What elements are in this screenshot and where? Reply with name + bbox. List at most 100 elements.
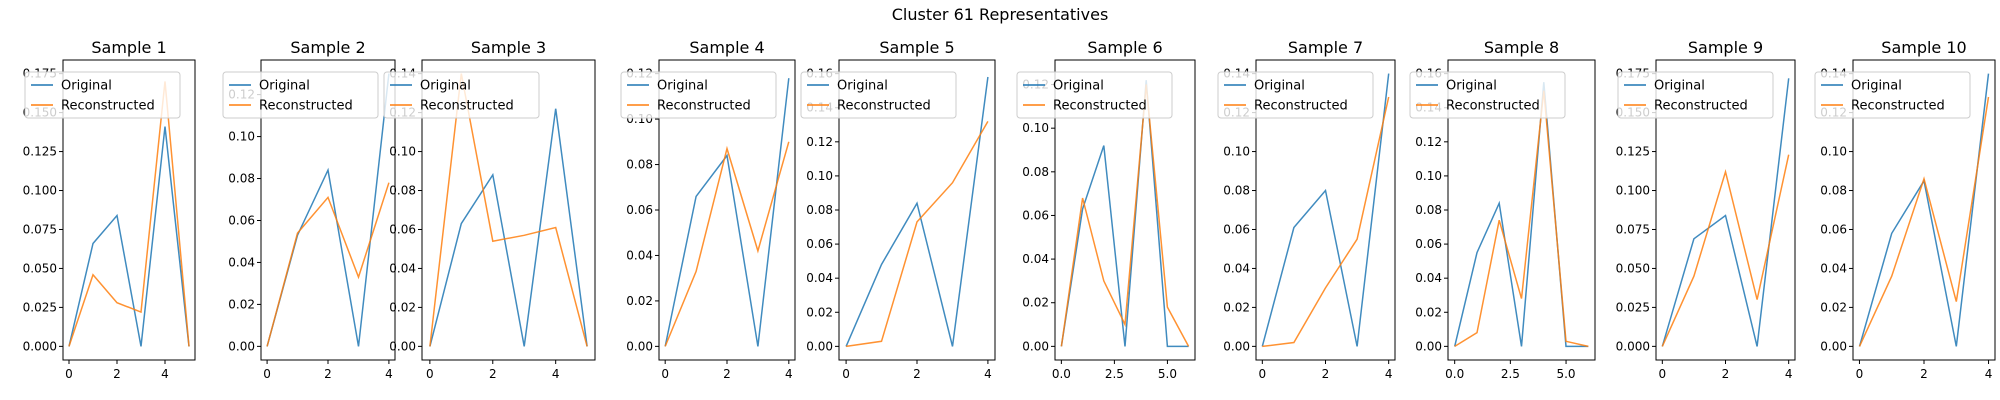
legend-label: Original (837, 79, 888, 94)
axes-frame (421, 59, 596, 361)
legend-label: Reconstructed (1254, 99, 1348, 114)
legend-label: Reconstructed (657, 99, 751, 114)
x-tick-label: 4 (552, 367, 560, 381)
y-tick-label: 0.125 (23, 145, 57, 159)
legend-box (383, 71, 540, 119)
legend-label: Reconstructed (837, 99, 931, 114)
y-tick-label: 0.075 (1616, 222, 1650, 236)
y-tick-label: 0.06 (1223, 222, 1250, 236)
legend: Original Reconstructed (1016, 71, 1173, 119)
x-tick-label: 0.0 (1052, 367, 1071, 381)
x-tick-label: 2 (1322, 367, 1330, 381)
series-line-reconstructed (1454, 90, 1589, 348)
y-tick-label: 0.02 (1820, 300, 1847, 314)
series-line-reconstructed (68, 81, 190, 347)
subplot-8: Sample 80.000.020.040.060.080.100.120.14… (1409, 38, 1596, 381)
legend-label: Original (657, 79, 708, 94)
series-line-original (664, 78, 790, 347)
legend-box (1217, 71, 1374, 119)
axes-frame (1447, 59, 1596, 361)
subplot-5: Sample 50.000.020.040.060.080.100.120.14… (800, 38, 996, 381)
subplot-2: Sample 20.000.020.040.060.080.100.12024O… (222, 38, 396, 381)
y-tick-label: 0.00 (626, 339, 653, 353)
x-tick-label: 0 (842, 367, 850, 381)
legend-label: Original (61, 79, 112, 94)
series-line-reconstructed (429, 73, 588, 347)
axes-frame (1852, 59, 1996, 361)
x-tick-label: 2 (723, 367, 731, 381)
y-tick-label: 0.00 (389, 339, 416, 353)
x-tick-label: 2.5 (1501, 367, 1520, 381)
series-line-reconstructed (1858, 96, 1990, 347)
y-tick-label: 0.04 (1022, 252, 1049, 266)
y-tick-label: 0.10 (1223, 145, 1250, 159)
legend-box (222, 71, 379, 119)
y-tick-label: 0.02 (1415, 305, 1442, 319)
x-tick-label: 2 (913, 367, 921, 381)
axes-frame (658, 59, 796, 361)
legend-label: Original (1254, 79, 1305, 94)
y-tick-label: 0.06 (806, 237, 833, 251)
subplot-title: Sample 9 (1688, 38, 1763, 57)
series-line-original (68, 126, 190, 347)
legend: Original Reconstructed (800, 71, 957, 119)
x-tick-label: 4 (785, 367, 793, 381)
legend-label: Reconstructed (1053, 99, 1147, 114)
y-tick-label: 0.00 (806, 339, 833, 353)
y-tick-label: 0.04 (389, 261, 416, 275)
series-line-reconstructed (845, 121, 989, 348)
y-tick-label: 0.00 (228, 339, 255, 353)
series-line-original (1453, 82, 1589, 348)
y-tick-label: 0.10 (228, 130, 255, 144)
y-tick-label: 0.08 (1022, 165, 1049, 179)
y-tick-label: 0.02 (1223, 300, 1250, 314)
legend-label: Reconstructed (1446, 99, 1540, 114)
y-tick-label: 0.08 (1820, 184, 1847, 198)
legend-box (24, 71, 181, 119)
figure-title: Cluster 61 Representatives (892, 5, 1109, 24)
y-tick-label: 0.00 (1223, 339, 1250, 353)
y-tick-label: 0.000 (23, 339, 57, 353)
legend-box (620, 71, 777, 119)
subplot-4: Sample 40.000.020.040.060.080.100.12024O… (620, 38, 796, 381)
legend-label: Reconstructed (61, 99, 155, 114)
y-tick-label: 0.050 (23, 261, 57, 275)
x-tick-label: 2.5 (1105, 367, 1124, 381)
x-tick-label: 2 (1722, 367, 1730, 381)
y-tick-label: 0.02 (626, 294, 653, 308)
x-tick-label: 0 (1658, 367, 1666, 381)
y-tick-label: 0.06 (1820, 222, 1847, 236)
y-tick-label: 0.08 (806, 203, 833, 217)
series-line-reconstructed (664, 141, 790, 347)
legend: Original Reconstructed (222, 71, 379, 119)
y-tick-label: 0.06 (389, 222, 416, 236)
y-tick-label: 0.10 (1415, 169, 1442, 183)
y-tick-label: 0.02 (389, 300, 416, 314)
legend-box (1409, 71, 1566, 119)
y-tick-label: 0.04 (626, 248, 653, 262)
subplots: Sample 10.0000.0250.0500.0750.1000.1250.… (23, 38, 1996, 381)
legend-label: Original (1851, 79, 1902, 94)
y-tick-label: 0.10 (1022, 121, 1049, 135)
x-tick-label: 4 (1385, 367, 1393, 381)
y-tick-label: 0.100 (1616, 184, 1650, 198)
x-tick-label: 5.0 (1556, 367, 1575, 381)
y-tick-label: 0.04 (1223, 261, 1250, 275)
axes-frame (1655, 59, 1796, 361)
x-tick-label: 0 (65, 367, 73, 381)
subplot-title: Sample 1 (91, 38, 166, 57)
series-line-original (1661, 78, 1790, 347)
x-tick-label: 4 (1785, 367, 1793, 381)
legend: Original Reconstructed (1814, 71, 1971, 119)
subplot-7: Sample 70.000.020.040.060.080.100.120.14… (1217, 38, 1396, 381)
legend: Original Reconstructed (24, 71, 181, 119)
subplot-6: Sample 60.000.020.040.060.080.100.120.02… (1016, 38, 1196, 381)
y-tick-label: 0.00 (1022, 339, 1049, 353)
legend-label: Original (420, 79, 471, 94)
legend-label: Reconstructed (1851, 99, 1945, 114)
subplot-1: Sample 10.0000.0250.0500.0750.1000.1250.… (23, 38, 196, 381)
subplot-title: Sample 8 (1484, 38, 1559, 57)
y-tick-label: 0.04 (228, 255, 255, 269)
legend: Original Reconstructed (383, 71, 540, 119)
